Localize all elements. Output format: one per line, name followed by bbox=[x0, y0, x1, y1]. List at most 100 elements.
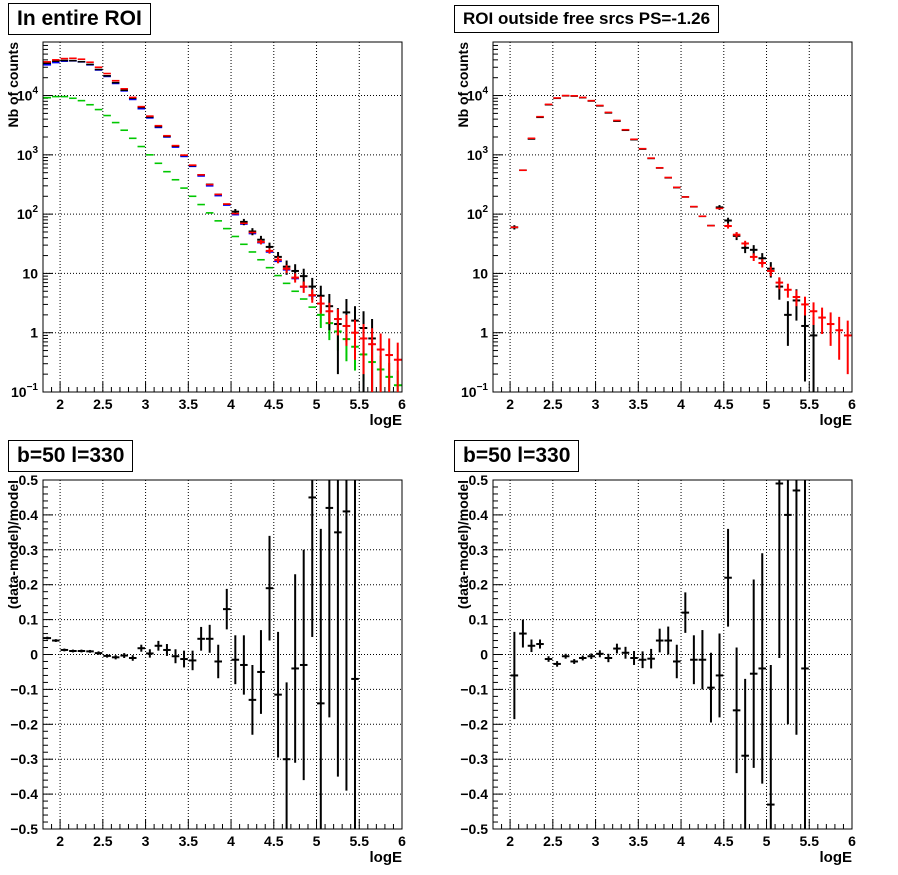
x-tick-label: 2.5 bbox=[93, 833, 113, 849]
x-tick-label: 4.5 bbox=[264, 396, 284, 412]
data-point bbox=[519, 619, 527, 648]
x-tick-label: 4 bbox=[227, 396, 235, 412]
data-point bbox=[163, 644, 171, 656]
y-tick-label: −0.4 bbox=[10, 786, 38, 802]
x-tick-label: 5 bbox=[763, 833, 771, 849]
y-tick-label: 102 bbox=[467, 204, 489, 222]
data-point bbox=[171, 649, 180, 664]
x-tick-label: 3 bbox=[592, 833, 600, 849]
data-point bbox=[52, 639, 60, 642]
data-point bbox=[724, 528, 732, 627]
data-point bbox=[707, 652, 715, 723]
data-point bbox=[784, 301, 792, 346]
data-point bbox=[801, 309, 809, 382]
y-tick-label: 0.4 bbox=[19, 507, 39, 523]
chart-2-series-1 bbox=[510, 95, 818, 392]
data-point bbox=[638, 651, 647, 669]
data-point bbox=[604, 653, 613, 663]
data-point bbox=[385, 338, 393, 392]
data-point bbox=[205, 624, 214, 653]
y-tick-label: −0.3 bbox=[10, 751, 38, 767]
data-point bbox=[137, 644, 146, 652]
data-point bbox=[317, 528, 325, 829]
data-point bbox=[715, 633, 724, 718]
data-point bbox=[561, 653, 570, 659]
chart-2: 2 2.5 3 3.5 4 4.5 5 5.5 6 10−1 1 10 102 103 104 logE Nb … bbox=[455, 41, 856, 429]
data-point bbox=[376, 333, 385, 392]
y-tick-label: 1 bbox=[30, 325, 38, 341]
chart-1-series-3 bbox=[43, 59, 376, 392]
chart-4-ylabel: (data-model)/model bbox=[455, 480, 471, 609]
data-point bbox=[111, 655, 120, 660]
chart-4: 2 2.5 3 3.5 4 4.5 5 5.5 6 −0.5 −0.4 −0.3 −0.2 −0.1 0 0.… bbox=[455, 472, 856, 866]
chart-4-xlabel: logE bbox=[820, 849, 853, 866]
x-tick-label: 5 bbox=[763, 396, 771, 412]
chart-1-ylabel: Nb of counts bbox=[5, 42, 21, 128]
y-tick-label: 0.3 bbox=[469, 542, 489, 558]
x-tick-label: 2.5 bbox=[93, 396, 113, 412]
y-tick-label: 1 bbox=[480, 325, 488, 341]
x-tick-label: 4 bbox=[677, 833, 685, 849]
x-tick-label: 5 bbox=[313, 833, 321, 849]
chart-4-title: b=50 l=330 bbox=[454, 440, 580, 472]
x-tick-label: 4.5 bbox=[264, 833, 284, 849]
data-point bbox=[351, 319, 359, 360]
data-point bbox=[334, 480, 342, 777]
y-tick-label: 104 bbox=[467, 86, 489, 104]
y-tick-label: −0.1 bbox=[460, 681, 488, 697]
data-point bbox=[758, 553, 767, 784]
y-tick-label: 0.3 bbox=[19, 542, 39, 558]
data-point bbox=[818, 307, 826, 335]
data-point bbox=[647, 648, 655, 669]
x-tick-label: 5.5 bbox=[350, 396, 370, 412]
data-point bbox=[784, 283, 792, 298]
data-point bbox=[291, 574, 299, 763]
data-point bbox=[334, 309, 342, 336]
data-point bbox=[732, 647, 741, 774]
x-tick-label: 6 bbox=[848, 833, 856, 849]
data-point bbox=[308, 480, 317, 638]
chart-1-series-2 bbox=[43, 95, 402, 392]
data-point bbox=[291, 273, 299, 283]
x-tick-label: 4 bbox=[227, 833, 235, 849]
chart-2-xlabel: logE bbox=[820, 412, 853, 429]
data-point bbox=[784, 480, 792, 725]
chart-1-xlabel: logE bbox=[370, 412, 403, 429]
chart-1-grid bbox=[43, 42, 402, 392]
data-point bbox=[282, 682, 291, 829]
x-tick-label: 5.5 bbox=[800, 833, 820, 849]
data-point bbox=[732, 232, 741, 238]
y-tick-label: 0.2 bbox=[469, 577, 489, 593]
x-tick-label: 2 bbox=[56, 833, 64, 849]
data-point bbox=[282, 265, 291, 273]
y-tick-label: 104 bbox=[17, 86, 39, 104]
y-tick-label: 10−1 bbox=[11, 382, 38, 400]
chart-1-title: In entire ROI bbox=[8, 3, 151, 35]
x-tick-label: 2.5 bbox=[543, 833, 563, 849]
y-tick-label: 0 bbox=[480, 647, 488, 663]
data-point bbox=[527, 639, 536, 653]
x-tick-label: 4 bbox=[677, 396, 685, 412]
y-tick-label: 0.5 bbox=[469, 472, 489, 488]
chart-3-ylabel: (data-model)/model bbox=[5, 480, 21, 609]
data-point bbox=[69, 649, 77, 653]
x-tick-label: 2.5 bbox=[543, 396, 563, 412]
data-point bbox=[578, 655, 587, 661]
data-point bbox=[724, 223, 732, 229]
y-tick-label: −0.1 bbox=[10, 681, 38, 697]
data-point bbox=[690, 635, 698, 685]
x-tick-label: 3 bbox=[142, 833, 150, 849]
chart-2-frame bbox=[492, 41, 853, 393]
data-point bbox=[154, 640, 163, 651]
y-tick-label: 0.1 bbox=[469, 612, 489, 628]
data-point bbox=[94, 651, 103, 655]
y-tick-label: 0.4 bbox=[469, 507, 489, 523]
data-point bbox=[553, 661, 561, 667]
x-tick-label: 5.5 bbox=[350, 833, 370, 849]
data-point bbox=[587, 653, 596, 660]
y-tick-label: 103 bbox=[467, 145, 489, 163]
data-point bbox=[240, 635, 248, 695]
chart-2-title: ROI outside free srcs PS=-1.26 bbox=[454, 5, 720, 33]
y-tick-label: 0.1 bbox=[19, 612, 39, 628]
data-point bbox=[317, 296, 325, 314]
